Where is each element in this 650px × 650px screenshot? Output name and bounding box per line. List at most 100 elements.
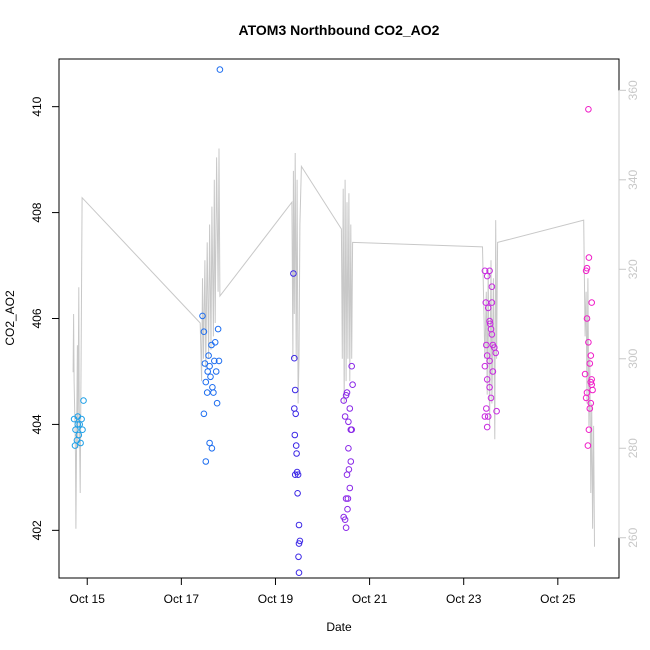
data-point: [294, 490, 301, 497]
data-point: [202, 458, 210, 465]
data-point: [77, 439, 84, 447]
data-point: [342, 524, 350, 532]
data-point: [486, 357, 493, 365]
data-point: [204, 368, 211, 375]
y-tick-label: 402: [30, 520, 44, 540]
data-point: [209, 384, 216, 391]
data-point: [346, 484, 354, 492]
y-tick-label: 410: [30, 96, 44, 116]
x-axis-label: Date: [326, 620, 352, 634]
data-point: [211, 339, 219, 346]
data-point: [199, 312, 206, 320]
data-point: [586, 360, 594, 367]
data-point: [79, 426, 86, 434]
data-point: [342, 392, 350, 399]
data-point: [582, 394, 590, 402]
data-point: [201, 360, 209, 367]
data-point: [80, 397, 87, 404]
y2-tick-label: 320: [626, 259, 640, 279]
data-point: [78, 415, 85, 423]
data-point: [75, 431, 83, 439]
data-point: [345, 418, 352, 426]
data-point: [216, 66, 224, 73]
data-point: [584, 442, 592, 449]
data-point: [295, 569, 303, 577]
data-point: [210, 389, 217, 396]
y-axis-right: 260 280 300 320 340 360: [618, 80, 640, 548]
data-point: [488, 299, 496, 306]
data-point: [483, 423, 491, 431]
data-point: [492, 349, 500, 357]
data-point: [206, 439, 213, 447]
x-tick-label: Oct 17: [164, 592, 200, 606]
data-point: [344, 495, 352, 502]
data-point: [213, 399, 221, 407]
data-point: [343, 471, 351, 479]
data-point: [291, 431, 299, 439]
data-point: [587, 352, 595, 359]
data-point: [215, 357, 223, 365]
data-point: [483, 341, 490, 349]
y-axis-label: CO2_AO2: [3, 290, 17, 346]
data-point: [344, 505, 351, 513]
data-point: [493, 407, 500, 415]
y-tick-label: 406: [30, 308, 44, 328]
data-point: [343, 389, 351, 396]
y-tick-label: 408: [30, 202, 44, 222]
x-tick-label: Oct 15: [70, 592, 106, 606]
data-point: [483, 272, 491, 280]
data-point: [585, 426, 593, 434]
data-point: [486, 267, 493, 275]
y2-tick-label: 340: [626, 169, 640, 189]
x-tick-label: Oct 23: [446, 592, 482, 606]
x-tick-label: Oct 21: [352, 592, 388, 606]
data-point: [484, 413, 492, 420]
data-point: [583, 264, 591, 272]
data-point: [588, 299, 596, 306]
data-point: [481, 362, 489, 370]
data-point: [295, 540, 303, 547]
data-point: [483, 352, 491, 359]
data-point: [583, 315, 591, 322]
data-point: [489, 368, 497, 375]
data-point: [588, 376, 596, 383]
line-series: [72, 148, 595, 547]
data-point: [340, 513, 348, 521]
y2-tick-label: 360: [626, 80, 640, 100]
data-point: [206, 362, 213, 370]
data-point: [211, 357, 218, 365]
data-point: [345, 466, 353, 473]
data-point: [214, 325, 222, 333]
data-point: [348, 362, 356, 370]
data-point: [203, 389, 211, 396]
data-point: [341, 413, 349, 420]
data-point: [585, 106, 592, 113]
data-point: [483, 405, 490, 412]
data-point: [291, 354, 298, 362]
data-point: [581, 370, 589, 378]
data-point: [488, 283, 496, 291]
data-point: [290, 270, 297, 277]
data-point: [483, 376, 491, 383]
data-point: [294, 471, 302, 479]
y2-tick-label: 280: [626, 438, 640, 458]
data-point: [486, 384, 493, 391]
data-point: [340, 397, 348, 404]
data-point: [586, 405, 594, 412]
data-point: [488, 331, 496, 338]
chart-title: ATOM3 Northbound CO2_AO2: [239, 22, 440, 38]
data-point: [292, 442, 300, 449]
data-point: [585, 339, 592, 346]
x-tick-label: Oct 19: [258, 592, 294, 606]
x-axis: Oct 15 Oct 17 Oct 19 Oct 21 Oct 23 Oct 25: [70, 577, 576, 606]
data-point: [486, 317, 493, 325]
data-point: [202, 378, 210, 386]
data-point: [295, 553, 302, 561]
y-tick-label: 404: [30, 414, 44, 434]
series-line: [72, 148, 595, 547]
x-tick-label: Oct 25: [540, 592, 576, 606]
data-point: [345, 445, 352, 452]
data-point: [292, 410, 300, 418]
data-point: [482, 299, 490, 306]
data-point: [296, 537, 304, 545]
